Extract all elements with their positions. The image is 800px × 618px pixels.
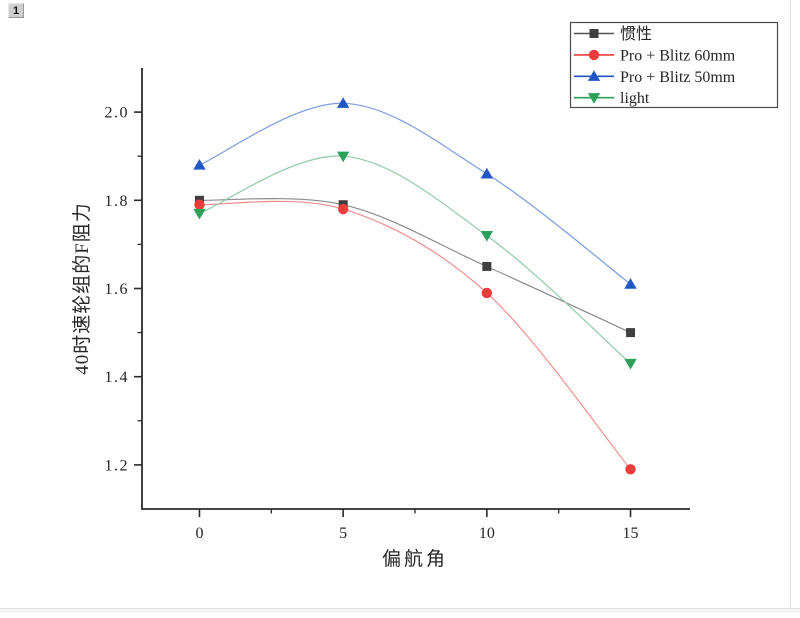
legend-box (569, 21, 779, 109)
x-tick-label: 15 (623, 525, 639, 542)
series-markers-2 (193, 97, 637, 289)
marker-triangle-down (624, 358, 637, 370)
marker-circle (588, 49, 600, 61)
y-axis-title: 40时速轮组的F阻力 (71, 202, 93, 375)
series-markers-1 (194, 199, 636, 475)
marker-triangle-up (624, 278, 637, 289)
legend-item-3: light (574, 90, 650, 107)
marker-triangle-up (587, 70, 601, 81)
marker-circle (625, 464, 636, 475)
legend-label: 惯性 (620, 25, 652, 43)
series-line-3 (199, 155, 631, 364)
window-right-edge (790, 0, 791, 608)
legend-label: Pro + Blitz 50mm (620, 69, 736, 86)
legend-item-0: 惯性 (574, 25, 652, 43)
x-tick-label: 0 (195, 525, 203, 542)
marker-triangle-up (193, 159, 206, 170)
marker-triangle-up (480, 167, 494, 179)
page-number-badge[interactable]: 1 (8, 3, 24, 18)
legend-label: light (620, 90, 650, 107)
y-tick-label: 1.4 (105, 369, 130, 386)
marker-triangle-down (587, 93, 601, 104)
marker-square (626, 328, 636, 338)
marker-circle (194, 199, 205, 210)
axes-frame (141, 68, 690, 510)
y-tick-label: 1.6 (105, 281, 130, 298)
marker-triangle-down (336, 151, 350, 163)
series-line-0 (199, 197, 631, 334)
marker-square (482, 261, 492, 271)
y-tick-label: 2.0 (105, 105, 130, 122)
series-line-2 (199, 102, 631, 285)
x-axis-ticks: 0 5 10 15 (195, 509, 639, 542)
series-markers-0 (194, 195, 636, 338)
marker-square (589, 29, 599, 38)
x-tick-label: 5 (339, 525, 347, 542)
marker-triangle-down (480, 230, 494, 242)
window-bottom-strip[interactable] (0, 608, 800, 613)
marker-circle (481, 287, 493, 299)
marker-circle (337, 203, 349, 215)
legend-label: Pro + Blitz 60mm (620, 47, 736, 64)
legend-item-1: Pro + Blitz 60mm (574, 47, 736, 64)
legend-item-2: Pro + Blitz 50mm (574, 69, 736, 86)
x-tick-label: 10 (479, 525, 495, 542)
x-axis-title: 偏航角 (382, 548, 448, 570)
y-tick-label: 1.8 (105, 193, 130, 210)
y-tick-label: 1.2 (105, 457, 130, 474)
marker-triangle-up (336, 97, 350, 108)
y-axis-ticks: 1.2 1.4 1.6 1.8 2.0 (105, 105, 142, 474)
series-line-1 (199, 200, 631, 470)
marker-triangle-down (193, 208, 206, 220)
series-markers-3 (193, 151, 637, 370)
legend: 惯性 Pro + Blitz 60mm Pro + Blitz 50mm light (569, 21, 779, 109)
